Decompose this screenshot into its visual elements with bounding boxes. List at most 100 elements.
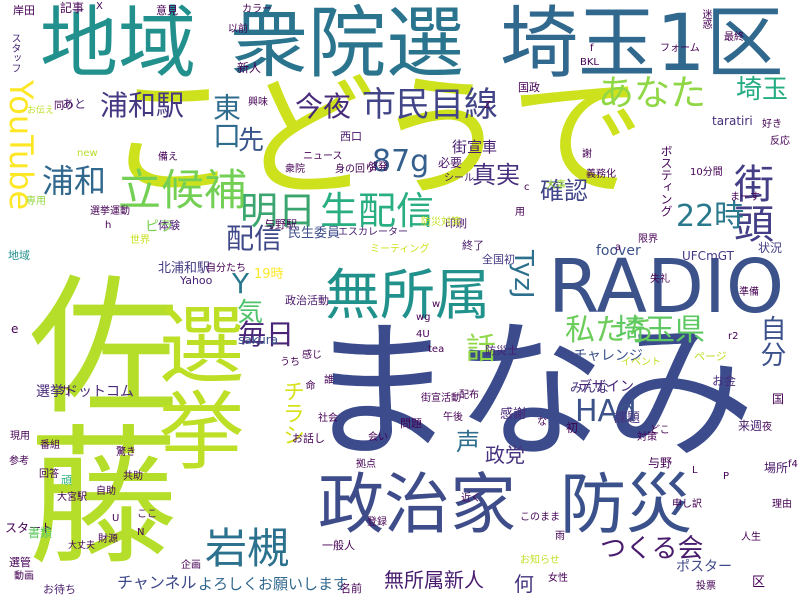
word-64: 19時	[254, 267, 284, 282]
word-74: 状況	[758, 241, 783, 255]
word-126: 動画	[14, 571, 34, 582]
word-184: f4	[788, 459, 798, 470]
word-99: ページ	[694, 350, 727, 363]
word-111: 迷惑	[700, 9, 711, 29]
word-42: 声	[456, 428, 480, 456]
word-26: 浦和	[42, 162, 107, 200]
word-20: 私たち	[565, 313, 655, 348]
word-113: スタッフ	[9, 33, 20, 73]
word-102: 専用	[26, 196, 46, 207]
word-173: L	[692, 465, 698, 476]
word-174: P	[723, 471, 730, 482]
word-129: お知らせ	[520, 555, 560, 566]
word-40: 話	[466, 332, 496, 367]
word-148: 限界	[638, 234, 658, 245]
word-28: 真実	[472, 161, 520, 189]
word-33: 政党	[485, 443, 525, 467]
word-91: 最終	[724, 32, 744, 43]
word-133: 投票	[696, 581, 716, 592]
word-54: ポスター	[676, 559, 732, 575]
word-147: このまま	[520, 512, 560, 523]
word-144: 街宣活動	[421, 393, 461, 404]
word-119: 啓発	[368, 162, 388, 173]
word-106: 記事	[60, 1, 85, 15]
word-50: エスカレーター	[338, 227, 408, 238]
word-86: 国政	[518, 81, 540, 94]
word-79: ピラ	[145, 219, 173, 235]
word-103: 書類	[28, 526, 53, 540]
word-29: 確認	[540, 177, 588, 205]
word-36: YouTube	[2, 80, 40, 211]
word-132: 申し訳	[672, 499, 702, 510]
word-35: 東口	[209, 93, 242, 149]
word-149: 失礼	[650, 274, 670, 285]
word-22: 毎日	[238, 318, 295, 351]
word-84: 区	[752, 575, 766, 590]
word-89: 反応	[770, 136, 790, 147]
word-25: 87g	[372, 144, 430, 179]
word-136: 拠点	[356, 459, 376, 470]
word-124: 財源	[98, 534, 118, 545]
word-58: 必要	[438, 156, 463, 170]
word-72: 与野	[648, 456, 673, 470]
word-170: BKL	[580, 57, 599, 68]
word-67: 防災士	[485, 344, 518, 357]
word-152: 驚き	[116, 447, 136, 458]
word-188: 謝	[582, 149, 592, 160]
word-172: U	[112, 513, 120, 524]
word-14: 市民目線	[362, 85, 498, 125]
word-87: 西口	[340, 130, 362, 143]
word-41: 自分	[756, 315, 786, 367]
word-139: 4U	[416, 329, 430, 340]
word-187: 力	[60, 386, 70, 397]
word-156: 現用	[10, 431, 30, 442]
word-146: 対策	[637, 432, 657, 443]
word-18: 街頭	[727, 163, 773, 243]
word-171: N	[137, 527, 145, 538]
word-164: どこ	[650, 425, 670, 436]
word-66: 全国初	[482, 253, 515, 266]
word-83: 一般人	[322, 539, 355, 552]
word-44: チラシ	[279, 380, 304, 446]
word-137: 会い	[368, 432, 388, 443]
word-34: 埼玉	[736, 75, 789, 105]
word-96: イベント	[621, 357, 661, 368]
word-115: 選管	[9, 556, 31, 569]
word-57: ボスティング	[659, 145, 673, 217]
word-82: スタート	[5, 521, 54, 535]
word-154: 自助	[96, 486, 116, 497]
word-6: 選挙	[143, 300, 243, 472]
word-114: お伝え	[27, 106, 55, 116]
word-23: 配信	[226, 222, 283, 255]
word-46: 街宣車	[452, 138, 498, 156]
word-165: ここ	[137, 509, 157, 520]
word-17: 浦和駅	[100, 89, 185, 122]
word-183: r2	[728, 331, 739, 342]
word-49: 民生委員	[288, 226, 341, 241]
word-110: 以前	[228, 24, 248, 35]
word-185: 夜	[762, 422, 772, 433]
word-43: 気	[237, 298, 264, 328]
word-101: new	[77, 148, 98, 159]
word-175: X	[96, 1, 103, 12]
word-7: RADIO	[548, 244, 785, 330]
word-55: チャンネル	[117, 573, 197, 592]
word-125: 大丈夫	[68, 541, 96, 551]
word-168: 同り	[54, 101, 74, 112]
word-160: 選挙運動	[90, 206, 130, 217]
word-60: UFCmGT	[682, 249, 734, 263]
word-130: 人生	[741, 532, 761, 543]
word-73: 来週	[738, 419, 763, 433]
word-158: 番組	[40, 440, 60, 451]
word-140: wg	[416, 312, 431, 323]
word-138: 配布	[459, 390, 479, 401]
word-16: 今夜	[295, 90, 352, 123]
word-186: 用	[515, 207, 525, 218]
word-70: お金	[712, 374, 737, 388]
word-38: TyzJ	[508, 250, 538, 299]
word-19: 岩槻	[205, 524, 290, 573]
word-180: c	[524, 182, 530, 193]
word-162: 感じ	[302, 350, 322, 361]
word-142: 誰	[324, 375, 334, 386]
